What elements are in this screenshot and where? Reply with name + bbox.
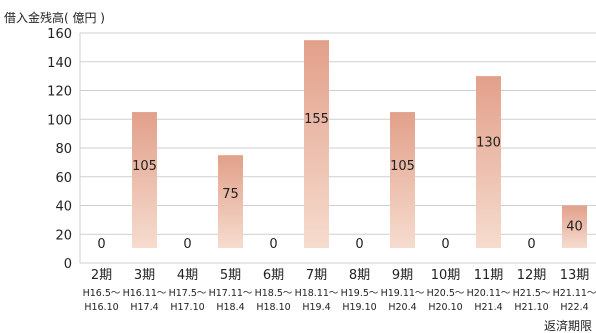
- x-category-label: 5期: [220, 268, 241, 283]
- data-label: 0: [527, 237, 535, 252]
- period-end-label: H20.4: [388, 302, 416, 313]
- bar: [304, 40, 329, 248]
- data-label: 40: [566, 220, 583, 235]
- bar: [132, 112, 157, 248]
- x-category-label: 6期: [263, 268, 284, 283]
- x-category-label: 8期: [349, 268, 370, 283]
- period-start-label: H16.11～: [123, 288, 167, 299]
- period-start-label: H19.5～: [341, 288, 379, 299]
- data-label: 105: [390, 159, 415, 174]
- bar: [562, 205, 587, 248]
- data-label: 0: [269, 237, 277, 252]
- period-start-label: H16.5～: [83, 288, 121, 299]
- data-label: 155: [304, 112, 329, 127]
- data-label: 0: [183, 237, 191, 252]
- bar: [218, 155, 243, 248]
- data-label: 75: [222, 187, 239, 202]
- period-end-label: H22.4: [560, 302, 588, 313]
- x-axis-title: 返済期限: [544, 318, 592, 333]
- bar: [390, 112, 415, 248]
- period-start-label: H17.5～: [169, 288, 207, 299]
- y-tick-label: 20: [55, 228, 72, 243]
- x-category-label: 10期: [431, 268, 461, 283]
- y-axis-ticks: 0 20 40 60 80 100 120 140 160: [47, 27, 72, 272]
- period-end-label: H17.10: [170, 302, 204, 313]
- y-tick-label: 40: [55, 200, 72, 215]
- y-tick-label: 100: [47, 113, 72, 128]
- x-category-label: 13期: [560, 268, 590, 283]
- period-end-label: H21.4: [474, 302, 502, 313]
- bars: [132, 40, 587, 248]
- period-end-label: H16.10: [84, 302, 118, 313]
- data-label: 0: [355, 237, 363, 252]
- period-end-label: H21.10: [514, 302, 548, 313]
- period-end-label: H18.10: [256, 302, 290, 313]
- bar: [476, 76, 501, 248]
- data-label: 0: [97, 237, 105, 252]
- y-tick-label: 80: [55, 142, 72, 157]
- period-start-label: H18.5～: [255, 288, 293, 299]
- period-end-label: H20.10: [428, 302, 462, 313]
- y-tick-label: 0: [64, 257, 72, 272]
- period-start-label: H21.5～: [513, 288, 551, 299]
- y-tick-label: 120: [47, 85, 72, 100]
- period-end-label: H19.10: [342, 302, 376, 313]
- period-start-label: H20.11～: [467, 288, 511, 299]
- y-tick-label: 60: [55, 171, 72, 186]
- x-category-label: 3期: [134, 268, 155, 283]
- period-end-label: H17.4: [130, 302, 158, 313]
- x-category-label: 9期: [392, 268, 413, 283]
- x-category-label: 12期: [517, 268, 547, 283]
- y-axis-title: 借入金残高( 億円 ): [4, 10, 105, 25]
- period-start-label: H20.5～: [427, 288, 465, 299]
- x-category-label: 2期: [91, 268, 112, 283]
- y-tick-label: 160: [47, 27, 72, 42]
- period-start-label: H18.11～: [295, 288, 339, 299]
- period-start-label: H19.11～: [381, 288, 425, 299]
- data-label: 0: [441, 237, 449, 252]
- period-end-label: H19.4: [302, 302, 330, 313]
- data-labels: 0 105 0 75 0 155 0 105 0 130 0 40: [97, 112, 582, 252]
- x-category-label: 7期: [306, 268, 327, 283]
- x-category-label: 11期: [474, 268, 504, 283]
- period-start-label: H17.11～: [209, 288, 253, 299]
- data-label: 130: [476, 136, 501, 151]
- period-start-label: H21.11～: [553, 288, 596, 299]
- y-tick-label: 140: [47, 56, 72, 71]
- x-category-label: 4期: [177, 268, 198, 283]
- data-label: 105: [132, 159, 157, 174]
- gridlines: [79, 32, 596, 264]
- x-axis-categories: 2期H16.5～H16.103期H16.11～H17.44期H17.5～H17.…: [83, 268, 596, 313]
- period-end-label: H18.4: [216, 302, 244, 313]
